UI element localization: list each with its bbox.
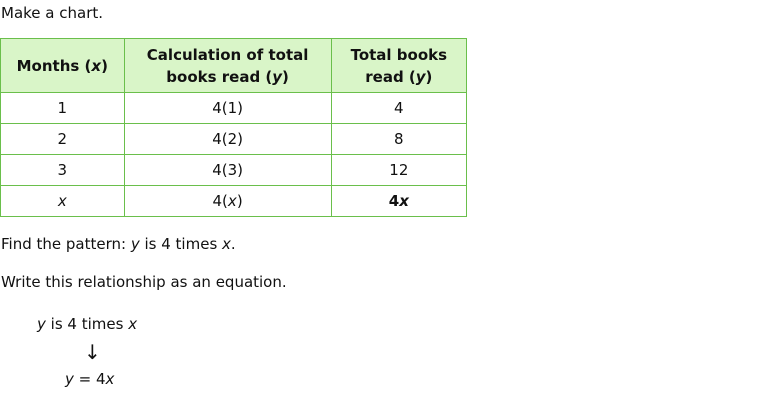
- calc-suffix: ): [236, 192, 243, 210]
- cell-months: x: [0, 185, 125, 217]
- cell-total: 12: [330, 154, 468, 186]
- header-months-text: Months (: [16, 56, 92, 75]
- cell-months: 1: [0, 92, 125, 124]
- pattern-text: Find the pattern: y is 4 times x.: [1, 235, 236, 253]
- header-months-close: ): [101, 56, 108, 75]
- pattern-middle: is 4 times: [139, 235, 223, 253]
- header-total-line1: Total books: [350, 45, 448, 64]
- cell-total: 4: [330, 92, 468, 124]
- header-calculation: Calculation of total books read (y): [123, 38, 332, 93]
- header-calc-line1: Calculation of total: [146, 45, 309, 64]
- table-row: 1 4(1) 4: [0, 92, 468, 124]
- intro-text: Make a chart.: [1, 4, 104, 22]
- equation-words: y is 4 times x: [37, 315, 137, 333]
- cell-months-var: x: [57, 192, 67, 210]
- calc-prefix: 4(: [212, 192, 228, 210]
- pattern-var-x: x: [222, 235, 231, 253]
- total-num: 4: [388, 192, 400, 210]
- header-total-close: ): [425, 67, 433, 86]
- eq-words-middle: is 4 times: [45, 315, 129, 333]
- table-header: Months (x) Calculation of total books rea…: [0, 38, 468, 93]
- cell-calculation: 4(3): [123, 154, 332, 186]
- cell-calculation: 4(1): [123, 92, 332, 124]
- table-row-variable: x 4(x) 4x: [0, 185, 468, 217]
- header-calc-close: ): [282, 67, 289, 86]
- header-total-line2-text: read (: [365, 67, 416, 86]
- pattern-var-y: y: [130, 235, 140, 253]
- eq-var-x: x: [105, 370, 115, 388]
- cell-total: 4x: [330, 185, 468, 217]
- header-total: Total books read (y): [330, 38, 468, 93]
- cell-months: 3: [0, 154, 125, 186]
- header-calc-var: y: [272, 67, 283, 86]
- table-row: 2 4(2) 8: [0, 123, 468, 155]
- chart-table: Months (x) Calculation of total books rea…: [0, 38, 468, 217]
- header-calc-line2-text: books read (: [166, 67, 273, 86]
- eq-words-var-y: y: [37, 315, 46, 333]
- calc-var: x: [227, 192, 237, 210]
- table-body: 1 4(1) 4 2 4(2) 8 3 4(3) 12 x 4(x) 4x: [0, 92, 468, 217]
- header-total-var: y: [415, 67, 426, 86]
- header-months-var: x: [91, 56, 102, 75]
- cell-calculation: 4(2): [123, 123, 332, 155]
- header-months: Months (x): [0, 38, 125, 93]
- eq-middle: = 4: [73, 370, 106, 388]
- write-instruction: Write this relationship as an equation.: [1, 273, 287, 291]
- cell-months: 2: [0, 123, 125, 155]
- table-row: 3 4(3) 12: [0, 154, 468, 186]
- header-row: Months (x) Calculation of total books rea…: [0, 38, 468, 93]
- eq-words-var-x: x: [128, 315, 138, 333]
- cell-calculation: 4(x): [123, 185, 332, 217]
- down-arrow-icon: ↓: [84, 340, 101, 364]
- equation: y = 4x: [65, 370, 114, 388]
- eq-var-y: y: [65, 370, 74, 388]
- pattern-prefix: Find the pattern:: [1, 235, 131, 253]
- pattern-suffix: .: [230, 235, 236, 253]
- cell-total: 8: [330, 123, 468, 155]
- total-var: x: [399, 192, 409, 210]
